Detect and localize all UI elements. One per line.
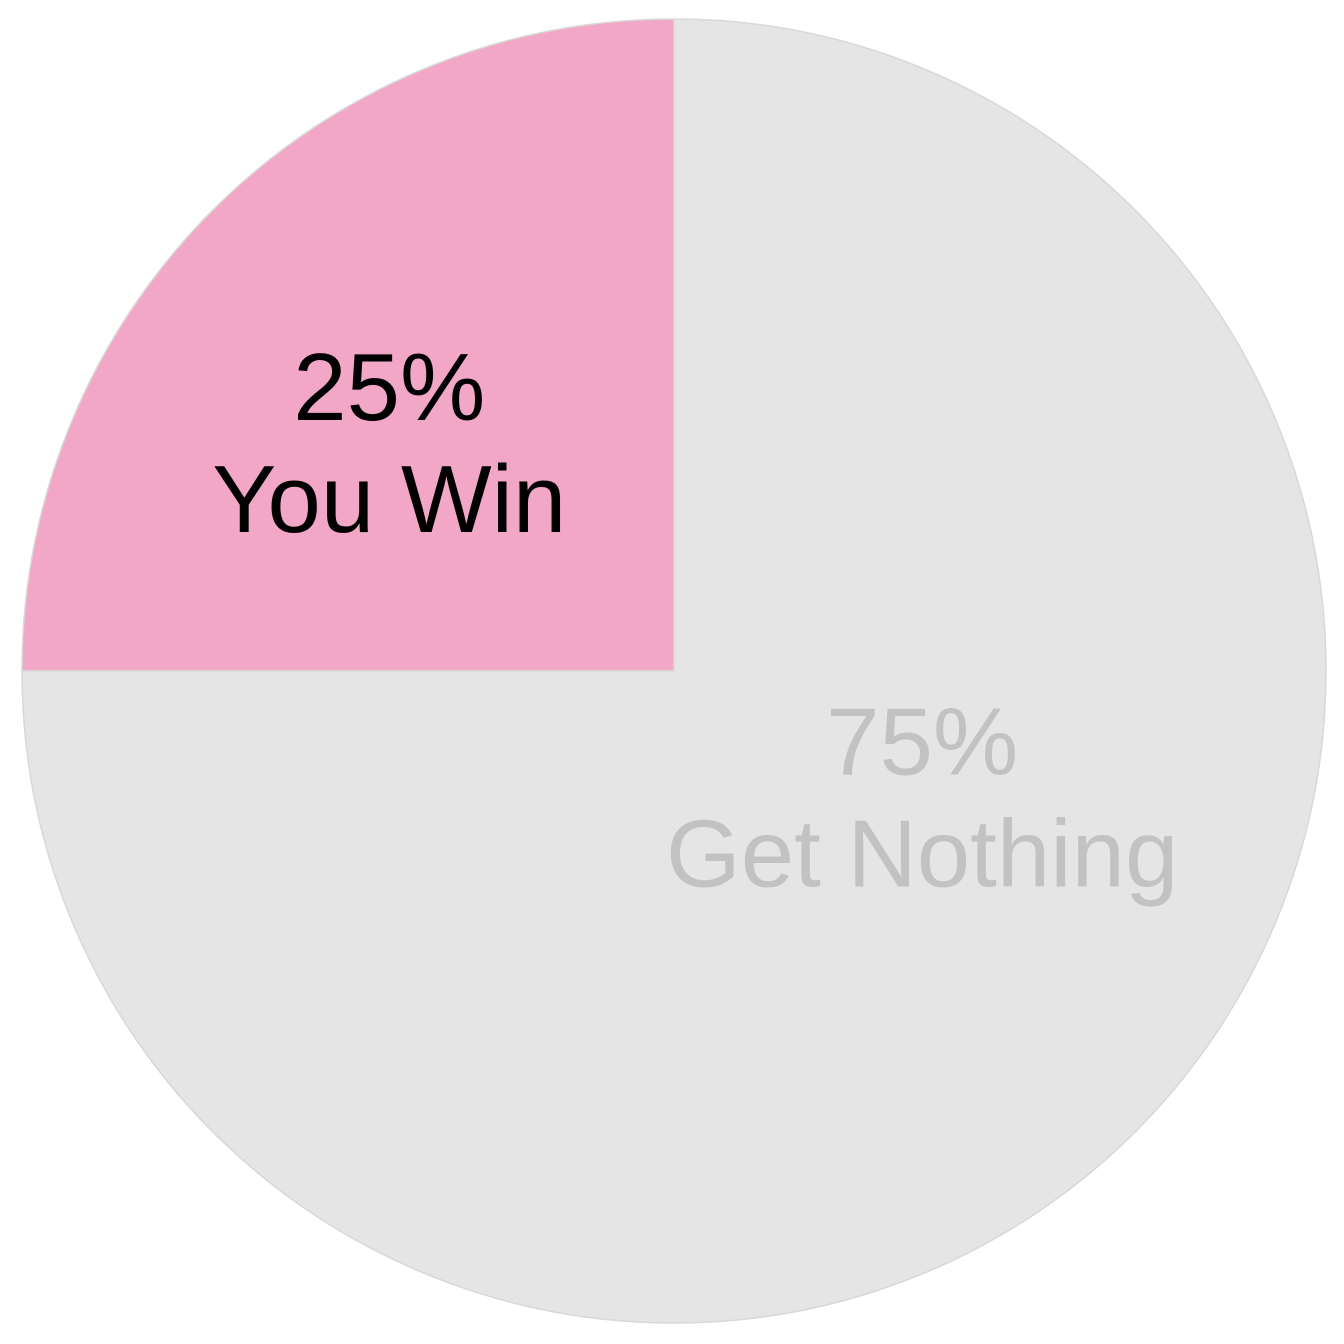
pie-percent-label-get-nothing: 75% xyxy=(826,689,1018,796)
pie-slice-get-nothing xyxy=(21,18,1327,1324)
pie-text-label-you-win: You Win xyxy=(212,446,566,553)
pie-percent-label-you-win: 25% xyxy=(293,334,485,441)
pie-labels: 25%You Win 75%Get Nothing xyxy=(212,334,1178,908)
pie-text-label-get-nothing: Get Nothing xyxy=(666,801,1178,908)
pie-slice-you-win xyxy=(21,18,675,672)
pie-slices xyxy=(21,18,1327,1324)
